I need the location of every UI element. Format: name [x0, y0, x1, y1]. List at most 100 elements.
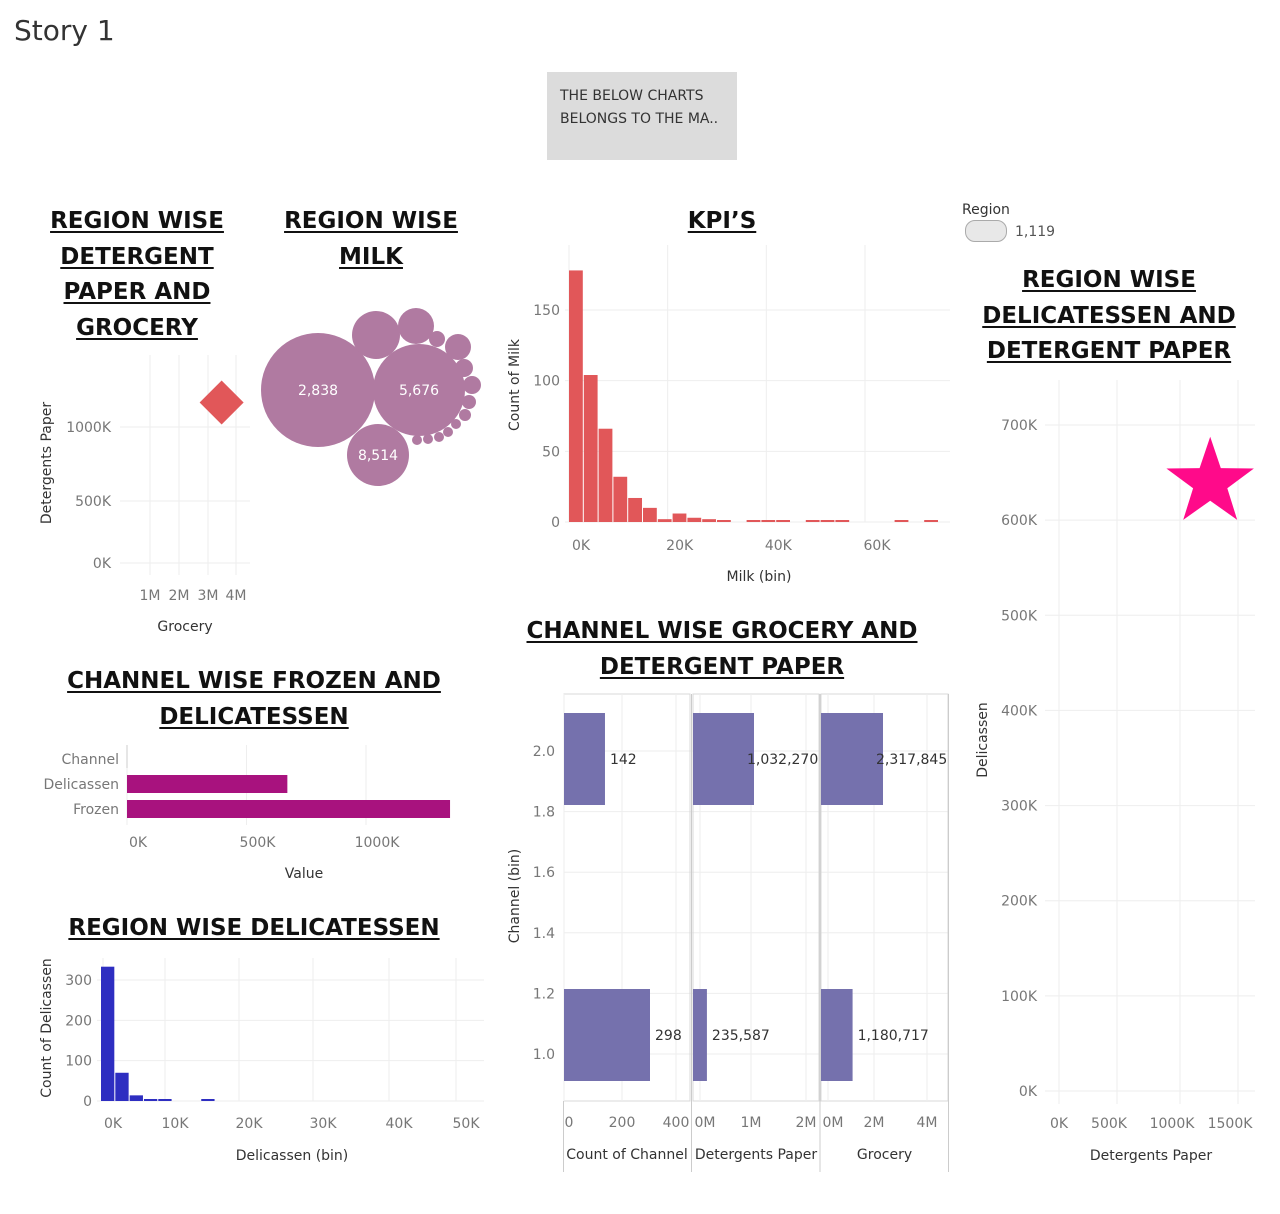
- histogram-bar: [101, 966, 115, 1101]
- x-tick-label: 3M: [198, 588, 219, 604]
- heading-line: DELICATESSEN AND: [982, 302, 1236, 329]
- channel-bar: [821, 713, 883, 805]
- heading-line: DELICATESSEN: [159, 703, 349, 730]
- y-tick-label: 1.8: [533, 805, 555, 821]
- channel-bar: [564, 989, 650, 1081]
- x-tick-label: 1M: [741, 1115, 762, 1131]
- heading-line: KPI’S: [687, 208, 757, 234]
- x-axis-label: Detergents Paper: [1090, 1148, 1213, 1164]
- data-label: 1,180,717: [858, 1028, 929, 1044]
- histogram-bar: [746, 520, 761, 522]
- y-tick-label: 100: [65, 1054, 92, 1070]
- heading-deli-det: REGION WISE DELICATESSEN AND DETERGENT P…: [978, 263, 1240, 370]
- x-tick-label: 2M: [169, 588, 190, 604]
- x-tick-label: 0K: [129, 835, 148, 851]
- y-tick-label: 1000K: [66, 420, 112, 436]
- x-tick-label: 0M: [695, 1115, 716, 1131]
- histogram-bar: [820, 520, 835, 522]
- histogram-bar: [129, 1095, 143, 1101]
- bubble-mark: [429, 331, 445, 347]
- y-tick-label: 50: [542, 444, 560, 460]
- y-axis-label: Count of Milk: [507, 338, 523, 431]
- heading-line: DETERGENT PAPER: [986, 338, 1232, 364]
- x-tick-label: 500K: [240, 835, 277, 851]
- heading-line: GROCERY: [76, 314, 198, 341]
- x-tick-label: 1000K: [355, 835, 401, 851]
- data-label: 235,587: [712, 1028, 770, 1044]
- y-tick-label: 0K: [1019, 1084, 1038, 1100]
- data-label: 142: [610, 752, 637, 768]
- y-tick-label: 400K: [1001, 703, 1038, 719]
- heading-line: CHANNEL WISE GROCERY AND: [526, 618, 918, 644]
- channel-bar: [693, 989, 707, 1081]
- category-label: Frozen: [73, 802, 119, 818]
- histogram-bar: [569, 270, 583, 522]
- bubble-mark: [352, 311, 400, 359]
- bubble-label: 2,838: [298, 383, 338, 399]
- legend-value: 1,119: [1015, 224, 1056, 240]
- histogram-bar: [598, 428, 613, 522]
- bubble-mark: [373, 344, 465, 436]
- x-tick-label: 20K: [666, 538, 694, 554]
- x-tick-label: 20K: [236, 1116, 264, 1132]
- legend-swatch[interactable]: [965, 220, 1007, 242]
- histogram-bar: [583, 375, 598, 522]
- heading-frozen-deli: CHANNEL WISE FROZEN AND DELICATESSEN: [64, 664, 444, 735]
- histogram-bar: [613, 476, 628, 522]
- x-tick-label: 40K: [386, 1116, 414, 1132]
- x-tick-label: 50K: [453, 1116, 481, 1132]
- bubble-mark: [463, 376, 481, 394]
- x-axis-label: Grocery: [857, 1147, 912, 1163]
- x-tick-label: 2M: [796, 1115, 817, 1131]
- diamond-mark: [199, 380, 244, 425]
- story-title: Story 1: [14, 14, 115, 47]
- y-tick-label: 0: [551, 515, 560, 531]
- x-tick-label: 1500K: [1208, 1116, 1254, 1132]
- heading-milk: REGION WISE MILK: [276, 204, 466, 275]
- y-tick-label: 200: [65, 1013, 92, 1029]
- bubble-mark: [443, 427, 453, 437]
- histogram-bar: [835, 520, 850, 522]
- y-tick-label: 700K: [1001, 418, 1038, 434]
- y-tick-label: 100K: [1001, 989, 1038, 1005]
- heading-line: DETERGENT PAPER: [599, 653, 845, 680]
- x-tick-label: 0: [565, 1115, 574, 1131]
- x-tick-label: 1M: [140, 588, 161, 604]
- bubble-mark: [398, 308, 434, 344]
- y-tick-label: 300: [65, 973, 92, 989]
- histogram-bar: [761, 520, 776, 522]
- x-axis-label: Delicassen (bin): [236, 1148, 349, 1164]
- data-label: 1,032,270: [747, 752, 818, 768]
- row-header: Channel: [62, 752, 119, 768]
- y-tick-label: 2.0: [533, 744, 555, 760]
- legend-title: Region: [962, 202, 1010, 218]
- histogram-bar: [143, 1099, 158, 1101]
- y-tick-label: 600K: [1001, 513, 1038, 529]
- bubble-label: 5,676: [399, 383, 439, 399]
- y-tick-label: 500K: [75, 494, 112, 510]
- x-tick-label: 2M: [864, 1115, 885, 1131]
- x-axis-label: Count of Channel: [566, 1147, 687, 1163]
- y-tick-label: 1.6: [533, 865, 555, 881]
- y-tick-label: 1.0: [533, 1047, 555, 1063]
- heading-line: REGION WISE: [1022, 267, 1196, 293]
- heading-region-deli: REGION WISE DELICATESSEN: [64, 911, 444, 947]
- histogram-bar: [776, 520, 790, 522]
- heading-line: REGION WISE: [284, 208, 458, 234]
- x-axis-label: Milk (bin): [727, 569, 792, 585]
- histogram-bar: [643, 507, 657, 522]
- y-tick-label: 150: [533, 303, 560, 319]
- bubble-mark: [412, 435, 422, 445]
- data-label: 2,317,845: [876, 752, 947, 768]
- caption-box[interactable]: THE BELOW CHARTS BELONGS TO THE MA..: [547, 72, 737, 160]
- histogram-bar: [628, 497, 642, 522]
- y-axis-label: Count of Delicassen: [39, 958, 55, 1098]
- x-tick-label: 0M: [823, 1115, 844, 1131]
- y-tick-label: 500K: [1001, 608, 1038, 624]
- x-tick-label: 0K: [104, 1116, 123, 1132]
- heading-line: REGION WISE DELICATESSEN: [68, 915, 440, 941]
- histogram-bar: [702, 519, 716, 522]
- histogram-bar: [924, 520, 938, 522]
- x-tick-label: 40K: [765, 538, 793, 554]
